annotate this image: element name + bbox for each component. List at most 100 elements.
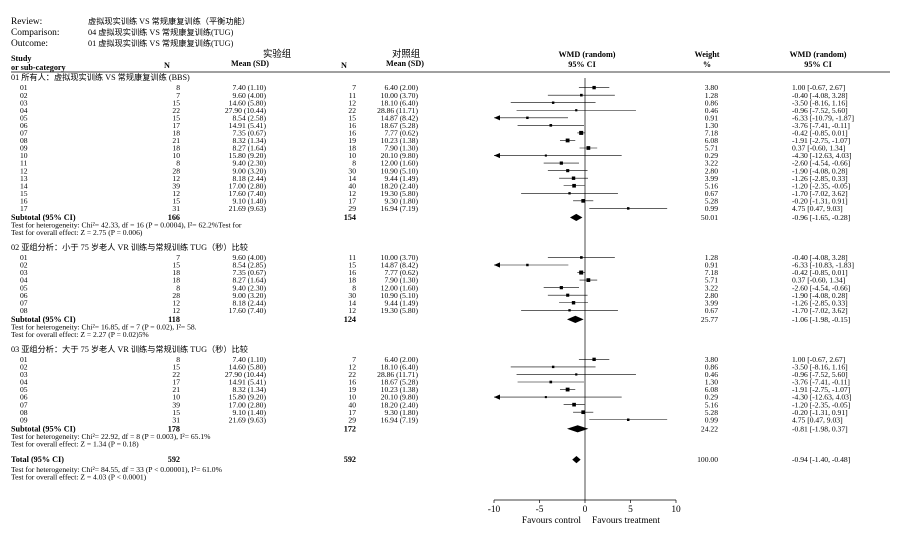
exp-mean-sd: 14.91 (5.41) [229,121,267,130]
ctl-n: 15 [348,261,356,270]
total-exp-n: 592 [168,455,180,464]
study-id: 02 [20,363,28,372]
exp-mean-sd: 9.00 (3.20) [232,291,266,300]
study-id: 14 [20,181,28,190]
overall-effect-test: Test for overall effect: Z = 1.34 (P = 0… [11,440,139,449]
review-label: Review: [11,17,42,27]
study-weight: 0.67 [705,189,718,198]
study-id: 05 [20,385,28,394]
exp-mean-sd: 7.35 (0.67) [232,129,266,138]
total-wmd-ci: -0.94 [-1.40, -0.48] [792,455,850,464]
exp-n: 7 [176,253,180,262]
ctl-mean-sd: 10.23 (1.38) [381,136,419,145]
study-weight: 0.86 [705,98,718,107]
exp-mean-sd: 21.69 (9.63) [229,415,267,424]
ctl-mean-sd: 16.94 (7.19) [381,204,419,213]
study-point [580,93,583,97]
exp-n: 7 [176,91,180,100]
ci-arrow-left [494,262,500,268]
study-wmd-ci: -2.60 [-4.54, -0.66] [792,283,850,292]
x-tick-label: -10 [488,505,501,515]
exp-mean-sd: 9.10 (1.40) [232,196,266,205]
ctl-n: 14 [348,174,356,183]
ctl-n: 30 [348,291,356,300]
study-weight: 0.91 [705,261,718,270]
exp-mean-sd: 17.00 (2.80) [229,400,267,409]
exp-mean-sd: 17.00 (2.80) [229,181,267,190]
ctl-mean-sd: 14.87 (8.42) [381,261,419,270]
ctl-mean-sd: 12.00 (1.60) [381,159,419,168]
study-point [592,85,596,90]
ctl-mean-sd: 9.44 (1.49) [384,174,418,183]
subtotal-label: Subtotal (95% CI) [11,315,76,324]
ctl-mean-sd: 20.10 (9.80) [381,393,419,402]
study-point [592,357,596,362]
exp-mean-sd: 9.60 (4.00) [232,253,266,262]
study-id: 06 [20,291,28,300]
ctl-n: 12 [348,98,356,107]
ctl-mean-sd: 7.90 (1.30) [384,144,418,153]
study-wmd-ci: -6.33 [-10.83, -1.83] [792,261,854,270]
study-id: 11 [20,159,28,168]
study-wmd-ci: -2.60 [-4.54, -0.66] [792,159,850,168]
exp-mean-sd: 9.00 (3.20) [232,166,266,175]
exp-group-header: 实验组 [263,48,291,60]
exp-n: 17 [172,378,180,387]
study-weight: 2.80 [705,291,718,300]
study-subheader: or sub-category [11,63,67,72]
total-overall-effect-test: Test for overall effect: Z = 4.03 (P < 0… [11,472,147,481]
ctl-mean-sd: 18.20 (2.40) [381,181,419,190]
weight-unit-header: % [703,60,711,69]
exp-n: 12 [172,189,180,198]
study-weight: 0.46 [705,370,718,379]
exp-n: 31 [172,204,180,213]
exp-n: 8 [176,159,180,168]
study-point [571,176,576,180]
exp-mean-sd: 17.60 (7.40) [229,189,267,198]
exp-mean-sd: 14.60 (5.80) [229,363,267,372]
ctl-n-header: N [341,61,347,70]
wmd-plot-header: WMD (random) [558,50,615,59]
study-weight: 0.29 [705,393,718,402]
study-wmd-ci: 1.00 [-0.67, 2.67] [792,83,845,92]
exp-n: 18 [172,268,180,277]
ctl-mean-sd: 10.90 (5.10) [381,291,419,300]
exp-n: 12 [172,174,180,183]
exp-mean-sd: 9.10 (1.40) [232,408,266,417]
forest-axis: -10 -5 0 5 10 Favours control Favours treatmen… [488,78,681,526]
exp-n: 31 [172,415,180,424]
study-weight: 2.80 [705,166,718,175]
ctl-n: 17 [348,408,356,417]
exp-mean-sd: 7.35 (0.67) [232,268,266,277]
total-ctl-n: 592 [344,455,356,464]
study-wmd-ci: -3.50 [-8.16, 1.16] [792,98,848,107]
subgroup-title: 02 亚组分析：小于 75 岁老人 VR 训练与常规训练 TUG（秒）比较 [11,242,248,252]
study-weight: 3.22 [705,283,718,292]
exp-n: 15 [172,196,180,205]
ctl-n: 14 [348,298,356,307]
ctl-n: 40 [348,400,356,409]
study-wmd-ci: -1.26 [-2.85, 0.33] [792,174,848,183]
ctl-mean-sd: 6.40 (2.00) [384,83,418,92]
study-id: 05 [20,113,28,122]
study-wmd-ci: -4.30 [-12.63, 4.03] [792,151,851,160]
exp-n: 12 [172,306,180,315]
ctl-n: 12 [348,189,356,198]
study-wmd-ci: -3.50 [-8.16, 1.16] [792,363,848,372]
ctl-mean-sd: 6.40 (2.00) [384,355,418,364]
ctl-mean-sd: 10.00 (3.70) [381,91,419,100]
study-weight: 1.30 [705,121,718,130]
exp-n: 28 [172,291,180,300]
ctl-mean-sd: 16.94 (7.19) [381,415,419,424]
study-point [559,286,563,290]
study-wmd-ci: -1.70 [-7.02, 3.62] [792,306,848,315]
subtotal-wmd-ci: -0.96 [-1.65, -0.28] [792,213,850,222]
exp-mean-sd: 8.27 (1.64) [232,276,266,285]
ctl-group-header: 对照组 [392,48,420,60]
forest-rows: 01 所有人：虚拟现实训练 VS 常规康复训练 (BBS)01 8 7.40 (1.… [11,72,854,481]
subtotal-diamond [566,315,584,323]
study-id: 08 [20,136,28,145]
ctl-mean-sd: 18.10 (6.40) [381,363,419,372]
study-wmd-ci: -0.20 [-1.31, 0.91] [792,408,848,417]
subtotal-weight: 25.77 [701,315,718,324]
